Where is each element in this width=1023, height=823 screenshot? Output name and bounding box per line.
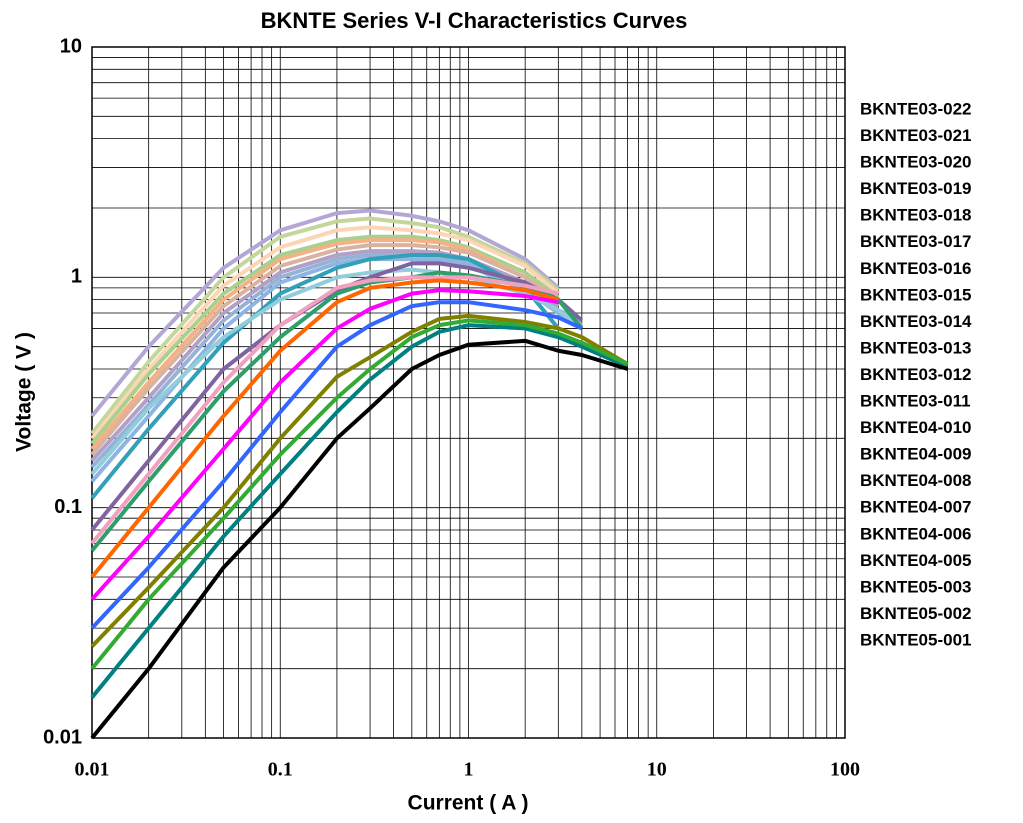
legend-label: BKNTE03-019 — [860, 179, 972, 198]
legend-label: BKNTE05-002 — [860, 604, 972, 623]
legend-label: BKNTE03-013 — [860, 338, 972, 357]
series-line — [90, 288, 559, 601]
x-tick-label: 0.1 — [268, 759, 293, 781]
plot-frame — [91, 46, 846, 739]
legend-label: BKNTE03-020 — [860, 153, 972, 172]
series-line — [90, 225, 560, 440]
y-tick-label: 0.01 — [43, 726, 82, 748]
legend-label: BKNTE03-014 — [860, 312, 972, 331]
series-line — [90, 243, 560, 456]
legend-label: BKNTE03-016 — [860, 259, 972, 278]
x-tick-label: 1 — [464, 759, 474, 781]
x-axis-label: Current ( A ) — [408, 792, 529, 815]
y-tick-label: 10 — [60, 35, 82, 57]
x-tick-label: 0.01 — [75, 759, 110, 781]
legend-label: BKNTE04-009 — [860, 445, 972, 464]
legend-label: BKNTE03-012 — [860, 365, 972, 384]
legend-label: BKNTE05-001 — [860, 630, 972, 649]
y-axis-label: Voltage ( V ) — [13, 332, 36, 452]
legend-label: BKNTE03-018 — [860, 206, 972, 225]
x-tick-label: 10 — [647, 759, 667, 781]
series-line — [90, 275, 559, 545]
series-line — [90, 216, 560, 435]
series-line — [90, 253, 560, 500]
series-line — [90, 234, 560, 445]
y-tick-label: 0.1 — [54, 496, 82, 518]
series-line — [90, 313, 629, 648]
series-line — [90, 208, 560, 418]
legend-label: BKNTE05-003 — [860, 577, 972, 596]
legend-label: BKNTE03-011 — [860, 392, 971, 411]
legend-label: BKNTE03-015 — [860, 285, 972, 304]
legend-label: BKNTE03-021 — [860, 126, 972, 145]
legend-label: BKNTE04-010 — [860, 418, 972, 437]
series-line — [90, 323, 629, 699]
y-tick-label: 1 — [71, 266, 82, 288]
legend-label: BKNTE03-022 — [860, 99, 972, 118]
legend-label: BKNTE04-007 — [860, 498, 972, 517]
legend-label: BKNTE04-005 — [860, 551, 972, 570]
series-line — [90, 318, 629, 670]
legend-label: BKNTE04-006 — [860, 524, 972, 543]
legend-label: BKNTE04-008 — [860, 471, 972, 490]
chart-title: BKNTE Series V-I Characteristics Curves — [261, 8, 688, 33]
series-line — [90, 278, 559, 579]
legend-label: BKNTE03-017 — [860, 232, 972, 251]
series-line — [90, 338, 629, 740]
x-tick-label: 100 — [830, 759, 860, 781]
series-line — [90, 300, 583, 630]
